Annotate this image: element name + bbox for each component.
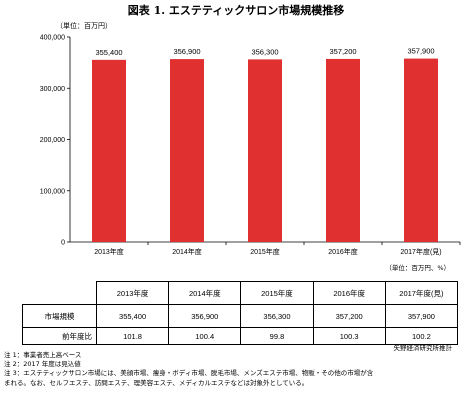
source-credit: 矢野経済研究所推計 — [393, 344, 453, 352]
table-cell: 100.2 — [384, 327, 459, 345]
note-line: まれる。なお、セルフエステ、訪問エステ、理美容エステ、メディカルエステなどは対象… — [4, 378, 309, 387]
table-cell: 357,900 — [384, 304, 459, 328]
table-header-cell: 2016年度 — [312, 281, 386, 305]
bar-value-label: 357,900 — [407, 47, 434, 56]
chart-unit-label: （単位：百万円） — [56, 21, 112, 30]
bar-value-label: 357,200 — [329, 47, 356, 56]
y-tick-label: 400,000 — [40, 35, 65, 42]
x-tick-label: 2015年度 — [250, 247, 280, 256]
figure-title: 図表 1. エステティックサロン市場規模推移 — [127, 4, 345, 17]
bar-chart: （単位：百万円） 0 100,000 200,000 300,000 400,000 20… — [40, 21, 461, 256]
x-tick-label: 2017年度(見) — [400, 247, 441, 256]
bar — [92, 59, 126, 242]
bar — [248, 59, 282, 242]
note-line: 注 3：エステティックサロン市場には、美顔市場、痩身・ボディ市場、脱毛市場、メン… — [4, 369, 374, 378]
table-header-cell: 2014年度 — [168, 281, 242, 305]
table-cell: 101.8 — [95, 327, 170, 345]
notes: 注 1：事業者売上高ベース 注 2：2017 年度は見込値 注 3：エステティッ… — [4, 351, 468, 388]
bar — [326, 58, 360, 243]
table-unit-note: （単位：百万円、%） — [385, 264, 450, 272]
x-tick-label: 2016年度 — [328, 247, 358, 256]
table-cell: 100.3 — [312, 327, 386, 345]
bar-value-label: 356,900 — [173, 47, 200, 56]
x-tick-label: 2013年度 — [94, 247, 124, 256]
bar-value-label: 355,400 — [95, 48, 122, 57]
table-row-market-size: 市場規模 355,400 356,900 356,300 357,200 357… — [22, 304, 459, 328]
table-row-label: 前年度比 — [22, 327, 97, 345]
table-cell: 356,300 — [240, 304, 314, 328]
table-corner-cell — [22, 281, 97, 305]
table-header-cell: 2017年度(見) — [384, 281, 459, 305]
table-cell: 357,200 — [312, 304, 386, 328]
y-tick-label: 0 — [61, 240, 65, 247]
table-header-cell: 2015年度 — [240, 281, 314, 305]
y-tick-label: 200,000 — [40, 137, 65, 144]
x-tick-label: 2014年度 — [172, 247, 202, 256]
note-line: 注 1：事業者売上高ベース — [4, 351, 82, 359]
data-table: 2013年度 2014年度 2015年度 2016年度 2017年度(見) 市場… — [22, 281, 459, 345]
y-tick-label: 300,000 — [40, 86, 65, 93]
table-cell: 100.4 — [168, 327, 242, 345]
table-header-cell: 2013年度 — [95, 281, 170, 305]
table-cell: 356,900 — [168, 304, 242, 328]
table-cell: 355,400 — [95, 304, 170, 328]
table-row-label: 市場規模 — [22, 304, 97, 328]
table-cell: 99.8 — [240, 327, 314, 345]
note-line: 注 2：2017 年度は見込値 — [4, 360, 81, 369]
table-row-yoy: 前年度比 101.8 100.4 99.8 100.3 100.2 — [22, 327, 459, 345]
y-tick-label: 100,000 — [40, 188, 65, 195]
bar — [170, 59, 204, 243]
bar-value-label: 356,300 — [251, 47, 278, 56]
bar — [404, 58, 438, 242]
table-header-row: 2013年度 2014年度 2015年度 2016年度 2017年度(見) — [22, 281, 459, 305]
